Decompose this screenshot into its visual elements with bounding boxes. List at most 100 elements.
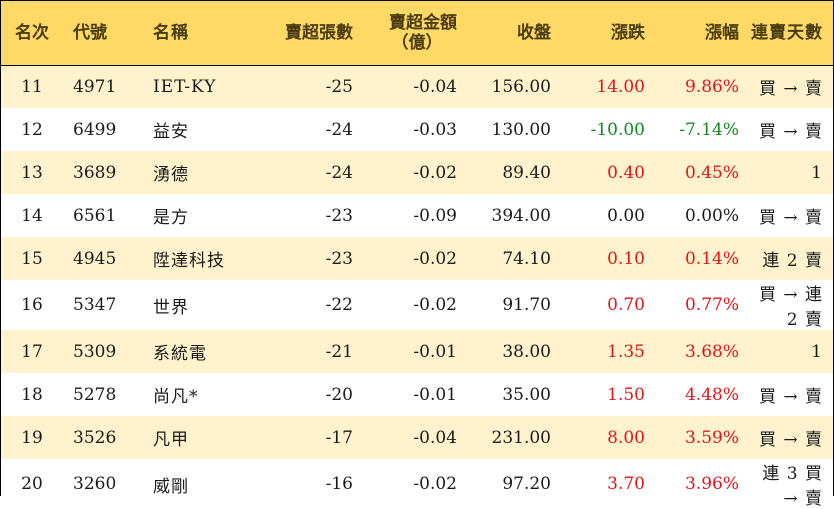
cell-rank: 19 <box>21 427 43 448</box>
cell-rank: 16 <box>21 295 43 315</box>
cell-days: 1 <box>811 341 823 362</box>
cell-name: 益安 <box>153 122 189 142</box>
cell-rank: 20 <box>21 474 43 494</box>
cell-close: 394.00 <box>491 205 551 226</box>
table-body: 11 4971 IET-KY -25 -0.04 156.00 14.00 9.86% 買 → … <box>1 65 833 509</box>
cell-sell-lots: -20 <box>325 384 353 405</box>
cell-code: 6499 <box>73 119 117 140</box>
header-code: 代號 <box>63 1 141 66</box>
cell-name: 尚凡* <box>153 387 199 407</box>
cell-sell-amount: -0.02 <box>413 162 457 183</box>
cell-change-pct: 3.59% <box>684 427 739 448</box>
cell-days: 買 → 賣 <box>758 122 823 142</box>
cell-close: 97.20 <box>502 474 551 494</box>
cell-rank: 18 <box>21 384 43 405</box>
cell-code: 3260 <box>73 474 117 494</box>
table-row: 18 5278 尚凡* -20 -0.01 35.00 1.50 4.48% 買 → 賣 <box>1 373 833 416</box>
header-sell-amount-line2: （億） <box>391 32 443 53</box>
cell-sell-lots: -24 <box>325 162 353 183</box>
table-header: 名次 代號 名稱 賣超張數 賣超金額 （億） 收盤 漲跌 漲幅 連賣天數 <box>1 1 833 66</box>
cell-name: IET-KY <box>153 76 217 97</box>
cell-name: 凡甲 <box>153 430 189 450</box>
cell-close: 38.00 <box>502 341 551 362</box>
cell-sell-lots: -23 <box>325 248 353 269</box>
header-name: 名稱 <box>141 1 261 66</box>
cell-sell-lots: -23 <box>325 205 353 226</box>
cell-close: 231.00 <box>491 427 551 448</box>
cell-name: 陞達科技 <box>153 251 225 271</box>
cell-rank: 14 <box>21 205 43 226</box>
cell-sell-amount: -0.01 <box>413 384 457 405</box>
cell-days: 買 → 賣 <box>758 430 823 450</box>
cell-change-pct: 3.96% <box>684 474 739 494</box>
cell-rank: 12 <box>21 119 43 140</box>
cell-name: 系統電 <box>153 344 207 364</box>
cell-sell-amount: -0.02 <box>413 474 457 494</box>
cell-change: 0.40 <box>607 162 645 183</box>
cell-close: 156.00 <box>491 76 551 97</box>
cell-change-pct: 0.00% <box>684 205 739 226</box>
cell-code: 3689 <box>73 162 117 183</box>
cell-sell-amount: -0.04 <box>413 427 457 448</box>
table-row: 11 4971 IET-KY -25 -0.04 156.00 14.00 9.86% 買 → … <box>1 65 833 108</box>
cell-rank: 11 <box>21 76 43 97</box>
table-row: 20 3260 威剛 -16 -0.02 97.20 3.70 3.96% 連 3 買 → 賣 <box>1 459 833 509</box>
cell-code: 4971 <box>73 76 117 97</box>
header-change-pct: 漲幅 <box>649 1 743 66</box>
table-row: 16 5347 世界 -22 -0.02 91.70 0.70 0.77% 買 → 連 2 賣 <box>1 280 833 330</box>
cell-change-pct: 0.45% <box>684 162 739 183</box>
cell-days: 買 → 連 2 賣 <box>758 285 823 330</box>
cell-change-pct: 3.68% <box>684 341 739 362</box>
cell-days: 買 → 賣 <box>758 79 823 100</box>
cell-name: 世界 <box>153 297 189 318</box>
cell-close: 91.70 <box>502 295 551 315</box>
cell-name: 是方 <box>153 208 189 228</box>
cell-sell-lots: -22 <box>325 295 353 315</box>
cell-sell-amount: -0.02 <box>413 295 457 315</box>
cell-sell-lots: -25 <box>325 76 353 97</box>
cell-change: 1.50 <box>607 384 645 405</box>
cell-days: 連 3 買 → 賣 <box>762 464 823 509</box>
cell-code: 6561 <box>73 205 117 226</box>
table-row: 12 6499 益安 -24 -0.03 130.00 -10.00 -7.14% 買 → 賣 <box>1 108 833 151</box>
cell-sell-lots: -17 <box>325 427 353 448</box>
cell-change: 1.35 <box>607 341 645 362</box>
cell-close: 89.40 <box>502 162 551 183</box>
cell-change: 0.00 <box>607 205 645 226</box>
table-row: 15 4945 陞達科技 -23 -0.02 74.10 0.10 0.14% 連 2 賣 <box>1 237 833 280</box>
cell-change: -10.00 <box>590 119 645 140</box>
cell-change-pct: 0.77% <box>684 295 739 315</box>
cell-rank: 13 <box>21 162 43 183</box>
cell-days: 買 → 賣 <box>758 387 823 407</box>
cell-change-pct: 0.14% <box>684 248 739 269</box>
table-row: 13 3689 湧德 -24 -0.02 89.40 0.40 0.45% 1 <box>1 151 833 194</box>
header-sell-amount: 賣超金額 （億） <box>357 1 461 66</box>
cell-change: 14.00 <box>596 76 645 97</box>
cell-change-pct: 9.86% <box>684 76 739 97</box>
header-close: 收盤 <box>461 1 555 66</box>
cell-sell-amount: -0.03 <box>413 119 457 140</box>
cell-change: 8.00 <box>607 427 645 448</box>
cell-code: 5347 <box>73 295 117 315</box>
cell-sell-lots: -16 <box>325 474 353 494</box>
cell-code: 4945 <box>73 248 117 269</box>
cell-rank: 15 <box>21 248 43 269</box>
cell-change: 0.10 <box>607 248 645 269</box>
cell-days: 買 → 賣 <box>758 208 823 228</box>
cell-code: 5309 <box>73 341 117 362</box>
table-row: 17 5309 系統電 -21 -0.01 38.00 1.35 3.68% 1 <box>1 330 833 373</box>
cell-close: 74.10 <box>502 248 551 269</box>
cell-code: 5278 <box>73 384 117 405</box>
cell-name: 威剛 <box>153 476 189 497</box>
cell-sell-amount: -0.09 <box>413 205 457 226</box>
cell-days: 1 <box>811 162 823 183</box>
cell-change: 0.70 <box>607 295 645 315</box>
header-sell-lots: 賣超張數 <box>261 1 357 66</box>
cell-change-pct: 4.48% <box>684 384 739 405</box>
cell-sell-lots: -21 <box>325 341 353 362</box>
header-row: 名次 代號 名稱 賣超張數 賣超金額 （億） 收盤 漲跌 漲幅 連賣天數 <box>1 1 833 66</box>
table-row: 19 3526 凡甲 -17 -0.04 231.00 8.00 3.59% 買 → 賣 <box>1 416 833 459</box>
cell-days: 連 2 賣 <box>762 251 823 271</box>
header-rank: 名次 <box>1 1 63 66</box>
